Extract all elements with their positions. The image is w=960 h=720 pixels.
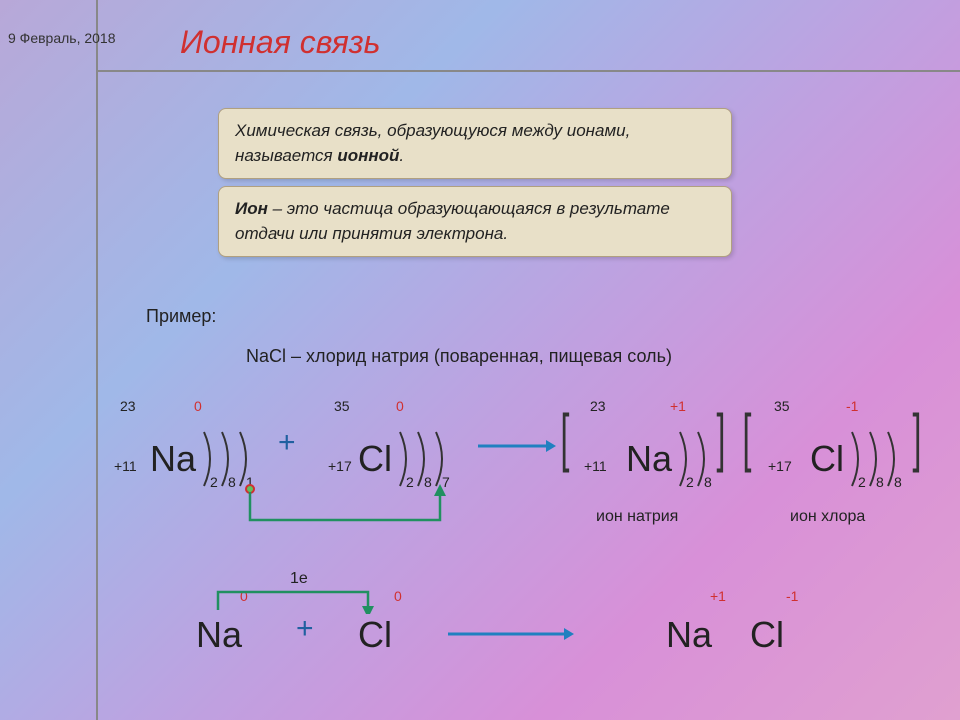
na2-symbol: Na	[196, 614, 242, 656]
bracket-cl-l: [	[742, 400, 751, 474]
na-ion-2: +1 Na	[666, 614, 712, 656]
cl-mass: 35	[334, 398, 350, 414]
na-ion-mass: 23	[590, 398, 606, 414]
definition-box-1: Химическая связь, образующуюся между ион…	[218, 108, 732, 179]
cl-atom-2: 0 Cl	[358, 614, 392, 656]
na-symbol: Na	[150, 438, 196, 480]
cl-ion-charge: -1	[846, 398, 858, 414]
ruler-vertical	[96, 0, 98, 720]
na-ion-shell-1: 2	[686, 474, 694, 490]
transfer-arrow-1	[244, 484, 454, 530]
na-ion2-symbol: Na	[666, 614, 712, 656]
cl-ion-shell-2: 8	[876, 474, 884, 490]
na-ion-symbol: Na	[626, 438, 672, 480]
na-ion-charge: +1	[670, 398, 686, 414]
cl2-charge: 0	[394, 588, 402, 604]
cl-ion: 35 -1 +17 Cl 2 8 8	[810, 428, 906, 490]
na-ion-proton: +11	[584, 458, 607, 474]
cl-ion-shell-1: 2	[858, 474, 866, 490]
definition-box-2: Ион – это частица образующающаяся в резу…	[218, 186, 732, 257]
cl-ion-shell-3: 8	[894, 474, 902, 490]
cl-ion-2: -1 Cl	[750, 614, 784, 656]
nacl-line: NaCl – хлорид натрия (поваренная, пищева…	[246, 346, 672, 367]
example-label: Пример:	[146, 306, 216, 327]
cl2-symbol: Cl	[358, 614, 392, 656]
arrow-1	[476, 436, 556, 456]
na-proton: +11	[114, 458, 137, 474]
cl-ion2-charge: -1	[786, 588, 798, 604]
na-atom: 23 0 +11 Na 2 8 1	[150, 428, 258, 490]
plus-1: +	[278, 426, 296, 460]
na-ion-shell-2: 8	[704, 474, 712, 490]
na-shell-2: 8	[228, 474, 236, 490]
def1-text-pre: Химическая связь, образующуюся между ион…	[235, 121, 630, 165]
bracket-na-r: ]	[716, 400, 725, 474]
transfer-arrow-2	[212, 586, 382, 614]
cl-proton: +17	[328, 458, 352, 474]
na-mass: 23	[120, 398, 136, 414]
bracket-cl-r: ]	[912, 400, 921, 474]
def2-bold: Ион	[235, 199, 268, 218]
cl-charge: 0	[396, 398, 404, 414]
ion-cl-label: ион хлора	[790, 508, 865, 526]
slide-date: 9 Февраль, 2018	[8, 30, 116, 46]
cl-ion2-symbol: Cl	[750, 614, 784, 656]
plus-2: +	[296, 612, 314, 646]
cl-ion-symbol: Cl	[810, 438, 844, 480]
cl-symbol: Cl	[358, 438, 392, 480]
na-ion: 23 +1 +11 Na 2 8	[626, 428, 718, 490]
slide-title: Ионная связь	[180, 24, 380, 61]
arrow-2	[446, 624, 576, 644]
def2-text: – это частица образующающаяся в результа…	[235, 199, 670, 243]
na-ion2-charge: +1	[710, 588, 726, 604]
def1-bold: ионной	[337, 146, 399, 165]
def1-text-post: .	[399, 146, 404, 165]
na-shell-1: 2	[210, 474, 218, 490]
cl-ion-proton: +17	[768, 458, 792, 474]
cl-atom: 35 0 +17 Cl 2 8 7	[358, 428, 454, 490]
ion-na-label: ион натрия	[596, 508, 678, 526]
ruler-horizontal	[96, 70, 960, 72]
na-atom-2: 0 Na	[196, 614, 242, 656]
cl-ion-mass: 35	[774, 398, 790, 414]
na-charge: 0	[194, 398, 202, 414]
bracket-na-l: [	[560, 400, 569, 474]
